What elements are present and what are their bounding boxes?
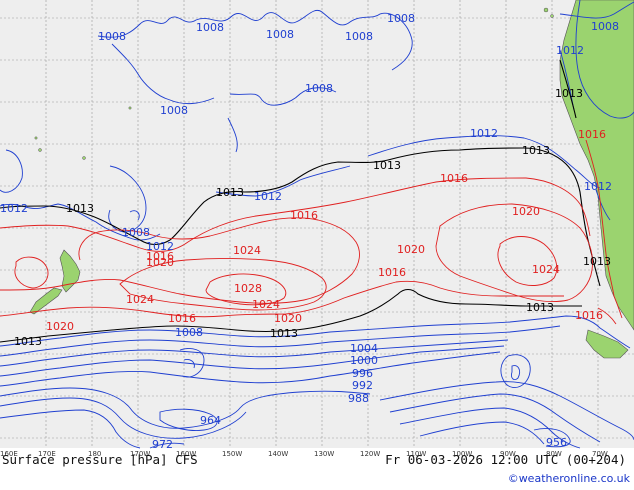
longitude-label: 100W xyxy=(452,450,472,458)
isobar-label: 964 xyxy=(200,414,221,427)
map-title: Surface pressure [hPa] CFS xyxy=(2,452,198,467)
longitude-label: 150W xyxy=(222,450,242,458)
high-pressure-isobars xyxy=(0,139,623,325)
isobar-label: 1008 xyxy=(591,20,619,33)
isobar-label: 1012 xyxy=(0,202,28,215)
isobar-label: 996 xyxy=(352,367,373,380)
isobar-label: 1013 xyxy=(216,186,244,199)
longitude-label: 130W xyxy=(314,450,334,458)
isobar-label: 1028 xyxy=(234,282,262,295)
isobar-label: 1016 xyxy=(146,250,174,263)
isobar-label: 1016 xyxy=(290,209,318,222)
standard-pressure-isobar xyxy=(0,59,601,343)
isobar-label: 1008 xyxy=(266,28,294,41)
longitude-label: 170W xyxy=(130,450,150,458)
isobar-label: 1020 xyxy=(274,312,302,325)
isobar-label: 1016 xyxy=(440,172,468,185)
isobar-label: 1016 xyxy=(378,266,406,279)
longitude-label: 110W xyxy=(406,450,426,458)
isobar-label: 1004 xyxy=(350,342,378,355)
isobar-label: 1008 xyxy=(122,226,150,239)
longitude-label: 90W xyxy=(500,450,516,458)
isobar-label: 1012 xyxy=(584,180,612,193)
isobar-label: 1016 xyxy=(168,312,196,325)
isobar-label: 1013 xyxy=(522,144,550,157)
isobar-label: 992 xyxy=(352,379,373,392)
isobar-label: 1013 xyxy=(270,327,298,340)
isobar-label: 1013 xyxy=(555,87,583,100)
isobar-label: 1024 xyxy=(532,263,560,276)
new-zealand-south-island xyxy=(29,287,63,315)
longitude-label: 120W xyxy=(360,450,380,458)
isobar-label: 1013 xyxy=(373,159,401,172)
isobar-label: 1012 xyxy=(146,240,174,253)
isobar-label: 972 xyxy=(152,438,173,451)
isobar-label: 1024 xyxy=(126,293,154,306)
isobar-label: 956 xyxy=(546,436,567,449)
site-credit[interactable]: ©weatheronline.co.uk xyxy=(507,472,630,485)
isobar-labels: 1008 1008 1008 1008 1008 1008 1008 1008 … xyxy=(0,12,619,451)
isobar-label: 1000 xyxy=(350,354,378,367)
isobar-label: 1013 xyxy=(583,255,611,268)
isobar-label: 988 xyxy=(348,392,369,405)
isobar-label: 1008 xyxy=(387,12,415,25)
longitude-label: 80W xyxy=(546,450,562,458)
isobar-label: 1008 xyxy=(175,326,203,339)
isobar-label: 1008 xyxy=(345,30,373,43)
isobar-label: 1008 xyxy=(160,104,188,117)
isobar-label: 1020 xyxy=(397,243,425,256)
tierra-del-fuego-land xyxy=(585,329,629,359)
isobar-label: 1020 xyxy=(512,205,540,218)
isobar-label: 1016 xyxy=(578,128,606,141)
longitude-label: 70W xyxy=(592,450,608,458)
isobar-label: 1020 xyxy=(146,256,174,269)
isobar-label: 1013 xyxy=(14,335,42,348)
longitude-labels: 160E 170E 180 170W 160W 150W 140W 130W 1… xyxy=(0,450,608,458)
isobar-label: 1024 xyxy=(233,244,261,257)
pacific-islands xyxy=(34,7,554,160)
forecast-time: Fr 06-03-2026 12:00 UTC (00+204) xyxy=(385,452,626,467)
new-zealand-north-island xyxy=(59,249,81,293)
isobar-label: 1013 xyxy=(66,202,94,215)
isobar-label: 1008 xyxy=(305,82,333,95)
isobar-label: 1012 xyxy=(254,190,282,203)
longitude-label: 180 xyxy=(88,450,101,458)
isobar-label: 1012 xyxy=(556,44,584,57)
longitude-label: 160E xyxy=(0,450,18,458)
isobar-label: 1013 xyxy=(526,301,554,314)
isobar-label: 1008 xyxy=(98,30,126,43)
isobar-label: 1020 xyxy=(46,320,74,333)
isobar-label: 1016 xyxy=(575,309,603,322)
longitude-label: 140W xyxy=(268,450,288,458)
longitude-label: 160W xyxy=(176,450,196,458)
isobar-label: 1012 xyxy=(470,127,498,140)
low-pressure-isobars xyxy=(0,0,634,449)
isobar-label: 1024 xyxy=(252,298,280,311)
isobar-label: 1008 xyxy=(196,21,224,34)
ocean-area xyxy=(0,0,634,448)
longitude-label: 170E xyxy=(38,450,56,458)
